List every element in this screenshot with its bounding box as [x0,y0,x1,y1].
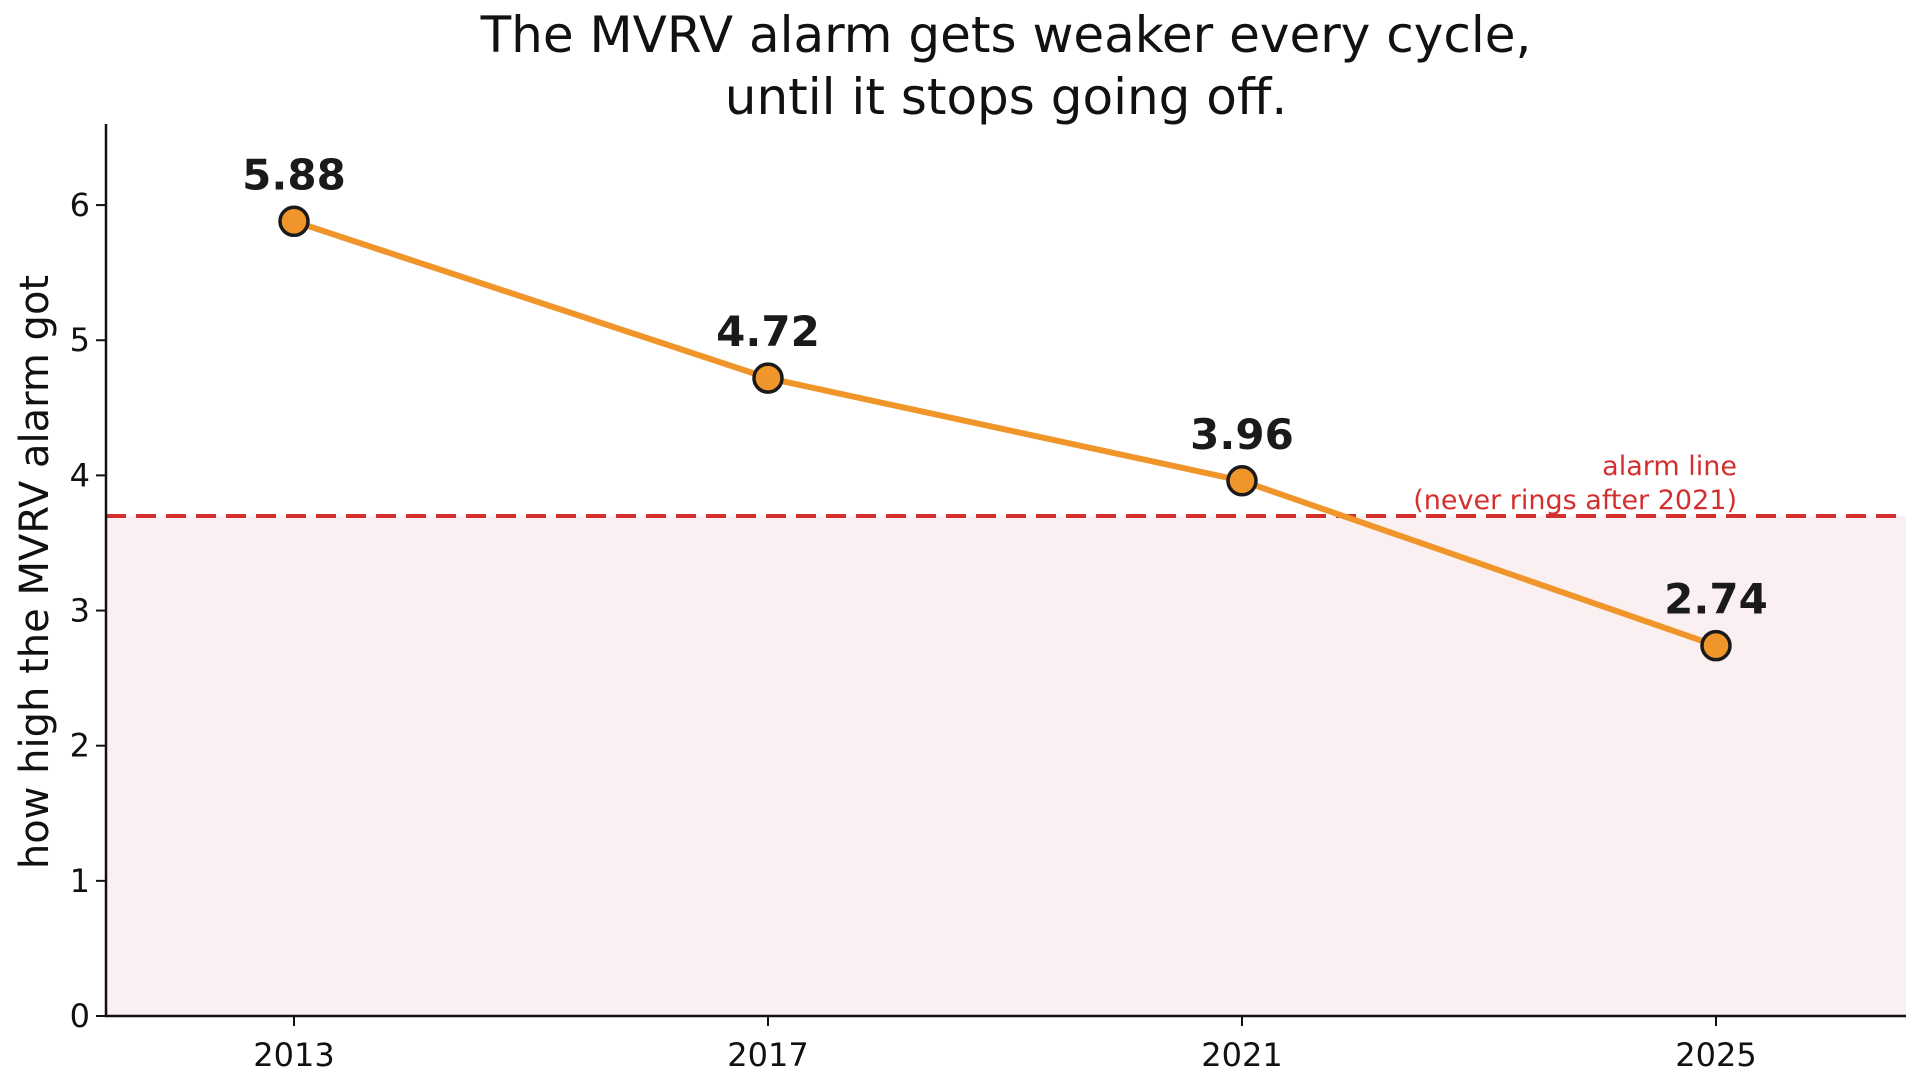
data-label-2021: 3.96 [1190,410,1294,459]
threshold-annotation-line-1: alarm line [1602,451,1737,482]
y-tick-label: 5 [70,321,90,359]
y-tick-label: 3 [70,592,90,630]
y-axis-label: how high the MVRV alarm got [12,275,58,869]
data-label-2017: 4.72 [716,307,820,356]
data-point-2025 [1700,629,1732,662]
x-tick-label: 2025 [1675,1036,1756,1074]
chart-title-line-2: until it stops going off. [725,68,1287,126]
below-alarm-shaded-region [106,515,1906,1016]
data-point-2021 [1226,465,1258,497]
y-tick-label: 4 [70,456,90,494]
chart-title-line-1: The MVRV alarm gets weaker every cycle, [480,6,1532,64]
data-point-2013 [278,205,310,238]
data-label-2025: 2.74 [1664,575,1768,624]
x-tick-label: 2021 [1201,1036,1282,1074]
series-line [291,218,1719,649]
y-tick-label: 6 [70,186,90,224]
threshold-annotation-line-2: (never rings after 2021) [1413,485,1737,516]
x-tick-label: 2017 [727,1036,808,1074]
data-point-2017 [752,362,784,394]
y-tick-label: 2 [70,727,90,765]
data-label-2013: 5.88 [242,150,346,199]
x-tick-label: 2013 [253,1036,334,1074]
y-tick-label: 1 [70,862,90,900]
y-tick-label: 0 [70,997,90,1035]
